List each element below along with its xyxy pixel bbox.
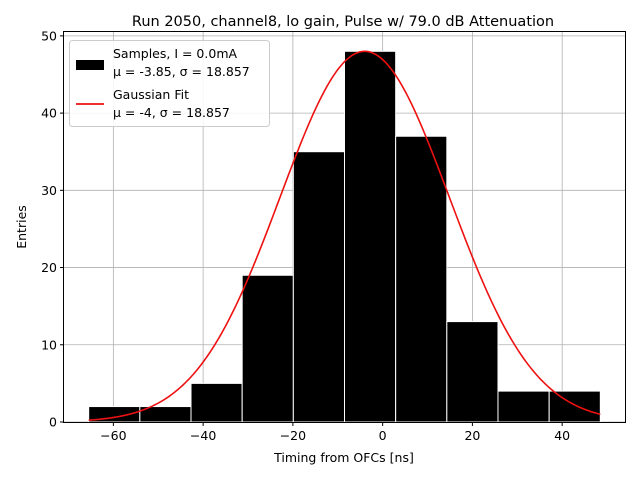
chart-title: Run 2050, channel8, lo gain, Pulse w/ 79… (132, 14, 554, 30)
y-tick-label: 10 (41, 337, 57, 352)
x-axis-ticks: −60 −40 −20 0 20 40 (100, 422, 570, 443)
x-tick-label: 0 (379, 428, 387, 443)
histogram-bar (190, 382, 243, 423)
legend-fit-label: Gaussian Fit (113, 87, 189, 102)
y-tick-label: 40 (41, 106, 57, 121)
histogram-bar (395, 135, 448, 423)
x-tick-label: −60 (100, 428, 126, 443)
x-tick-label: 20 (464, 428, 480, 443)
y-tick-label: 50 (41, 28, 57, 43)
histogram-bar (446, 321, 499, 423)
histogram-bar (497, 390, 550, 423)
legend-histogram-label: Samples, I = 0.0mA (113, 46, 237, 61)
gaussian-fit-curve (88, 50, 601, 421)
y-tick-label: 30 (41, 183, 57, 198)
y-tick-label: 0 (49, 415, 57, 430)
legend-box (69, 40, 270, 127)
y-tick-label: 20 (41, 260, 57, 275)
histogram-bar (344, 50, 397, 423)
legend: Samples, I = 0.0mA μ = -3.85, σ = 18.857… (69, 40, 270, 127)
x-tick-label: −40 (190, 428, 216, 443)
legend-histogram-swatch (76, 60, 104, 70)
y-axis-label: Entries (14, 205, 29, 249)
histogram-bar (292, 151, 345, 423)
histogram-bars (88, 50, 601, 423)
y-axis-ticks: 0 10 20 30 40 50 (41, 28, 64, 430)
x-tick-label: −20 (280, 428, 306, 443)
histogram-bar (548, 390, 601, 423)
legend-fit-stats: μ = -4, σ = 18.857 (113, 105, 230, 120)
x-tick-label: 40 (554, 428, 570, 443)
plot-frame (63, 31, 626, 423)
legend-histogram-stats: μ = -3.85, σ = 18.857 (113, 64, 250, 79)
x-axis-label: Timing from OFCs [ns] (273, 450, 414, 465)
histogram-bar (241, 274, 294, 423)
